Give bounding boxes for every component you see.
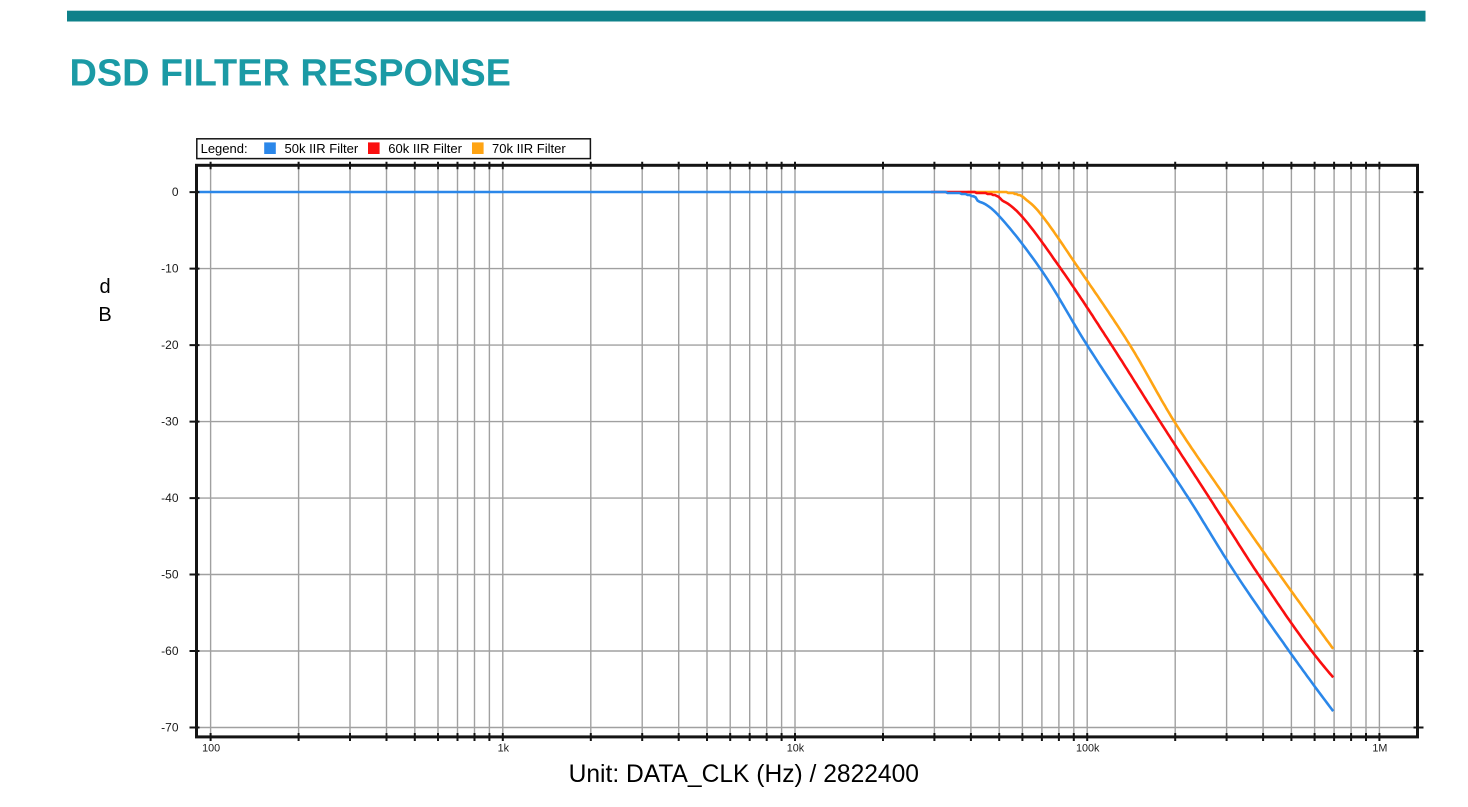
svg-text:Legend:: Legend: [201, 141, 248, 156]
svg-text:1k: 1k [498, 742, 510, 754]
svg-text:-50: -50 [161, 568, 179, 582]
svg-text:100k: 100k [1076, 742, 1100, 754]
svg-text:1M: 1M [1372, 742, 1387, 754]
svg-text:10k: 10k [787, 742, 805, 754]
svg-text:-30: -30 [161, 415, 179, 429]
svg-text:50k IIR Filter: 50k IIR Filter [285, 141, 359, 156]
svg-text:B: B [98, 304, 111, 326]
svg-text:Unit: DATA_CLK (Hz) / 2822400: Unit: DATA_CLK (Hz) / 2822400 [569, 761, 919, 788]
svg-text:-60: -60 [161, 644, 179, 658]
svg-text:-70: -70 [161, 721, 179, 735]
svg-text:d: d [99, 276, 110, 298]
svg-text:70k IIR Filter: 70k IIR Filter [492, 141, 566, 156]
svg-text:-20: -20 [161, 338, 179, 352]
svg-text:DSD FILTER RESPONSE: DSD FILTER RESPONSE [70, 53, 511, 95]
svg-text:-40: -40 [161, 491, 179, 505]
svg-text:-10: -10 [161, 262, 179, 276]
svg-text:100: 100 [202, 742, 220, 754]
svg-text:0: 0 [172, 185, 179, 199]
svg-text:60k IIR Filter: 60k IIR Filter [388, 141, 462, 156]
